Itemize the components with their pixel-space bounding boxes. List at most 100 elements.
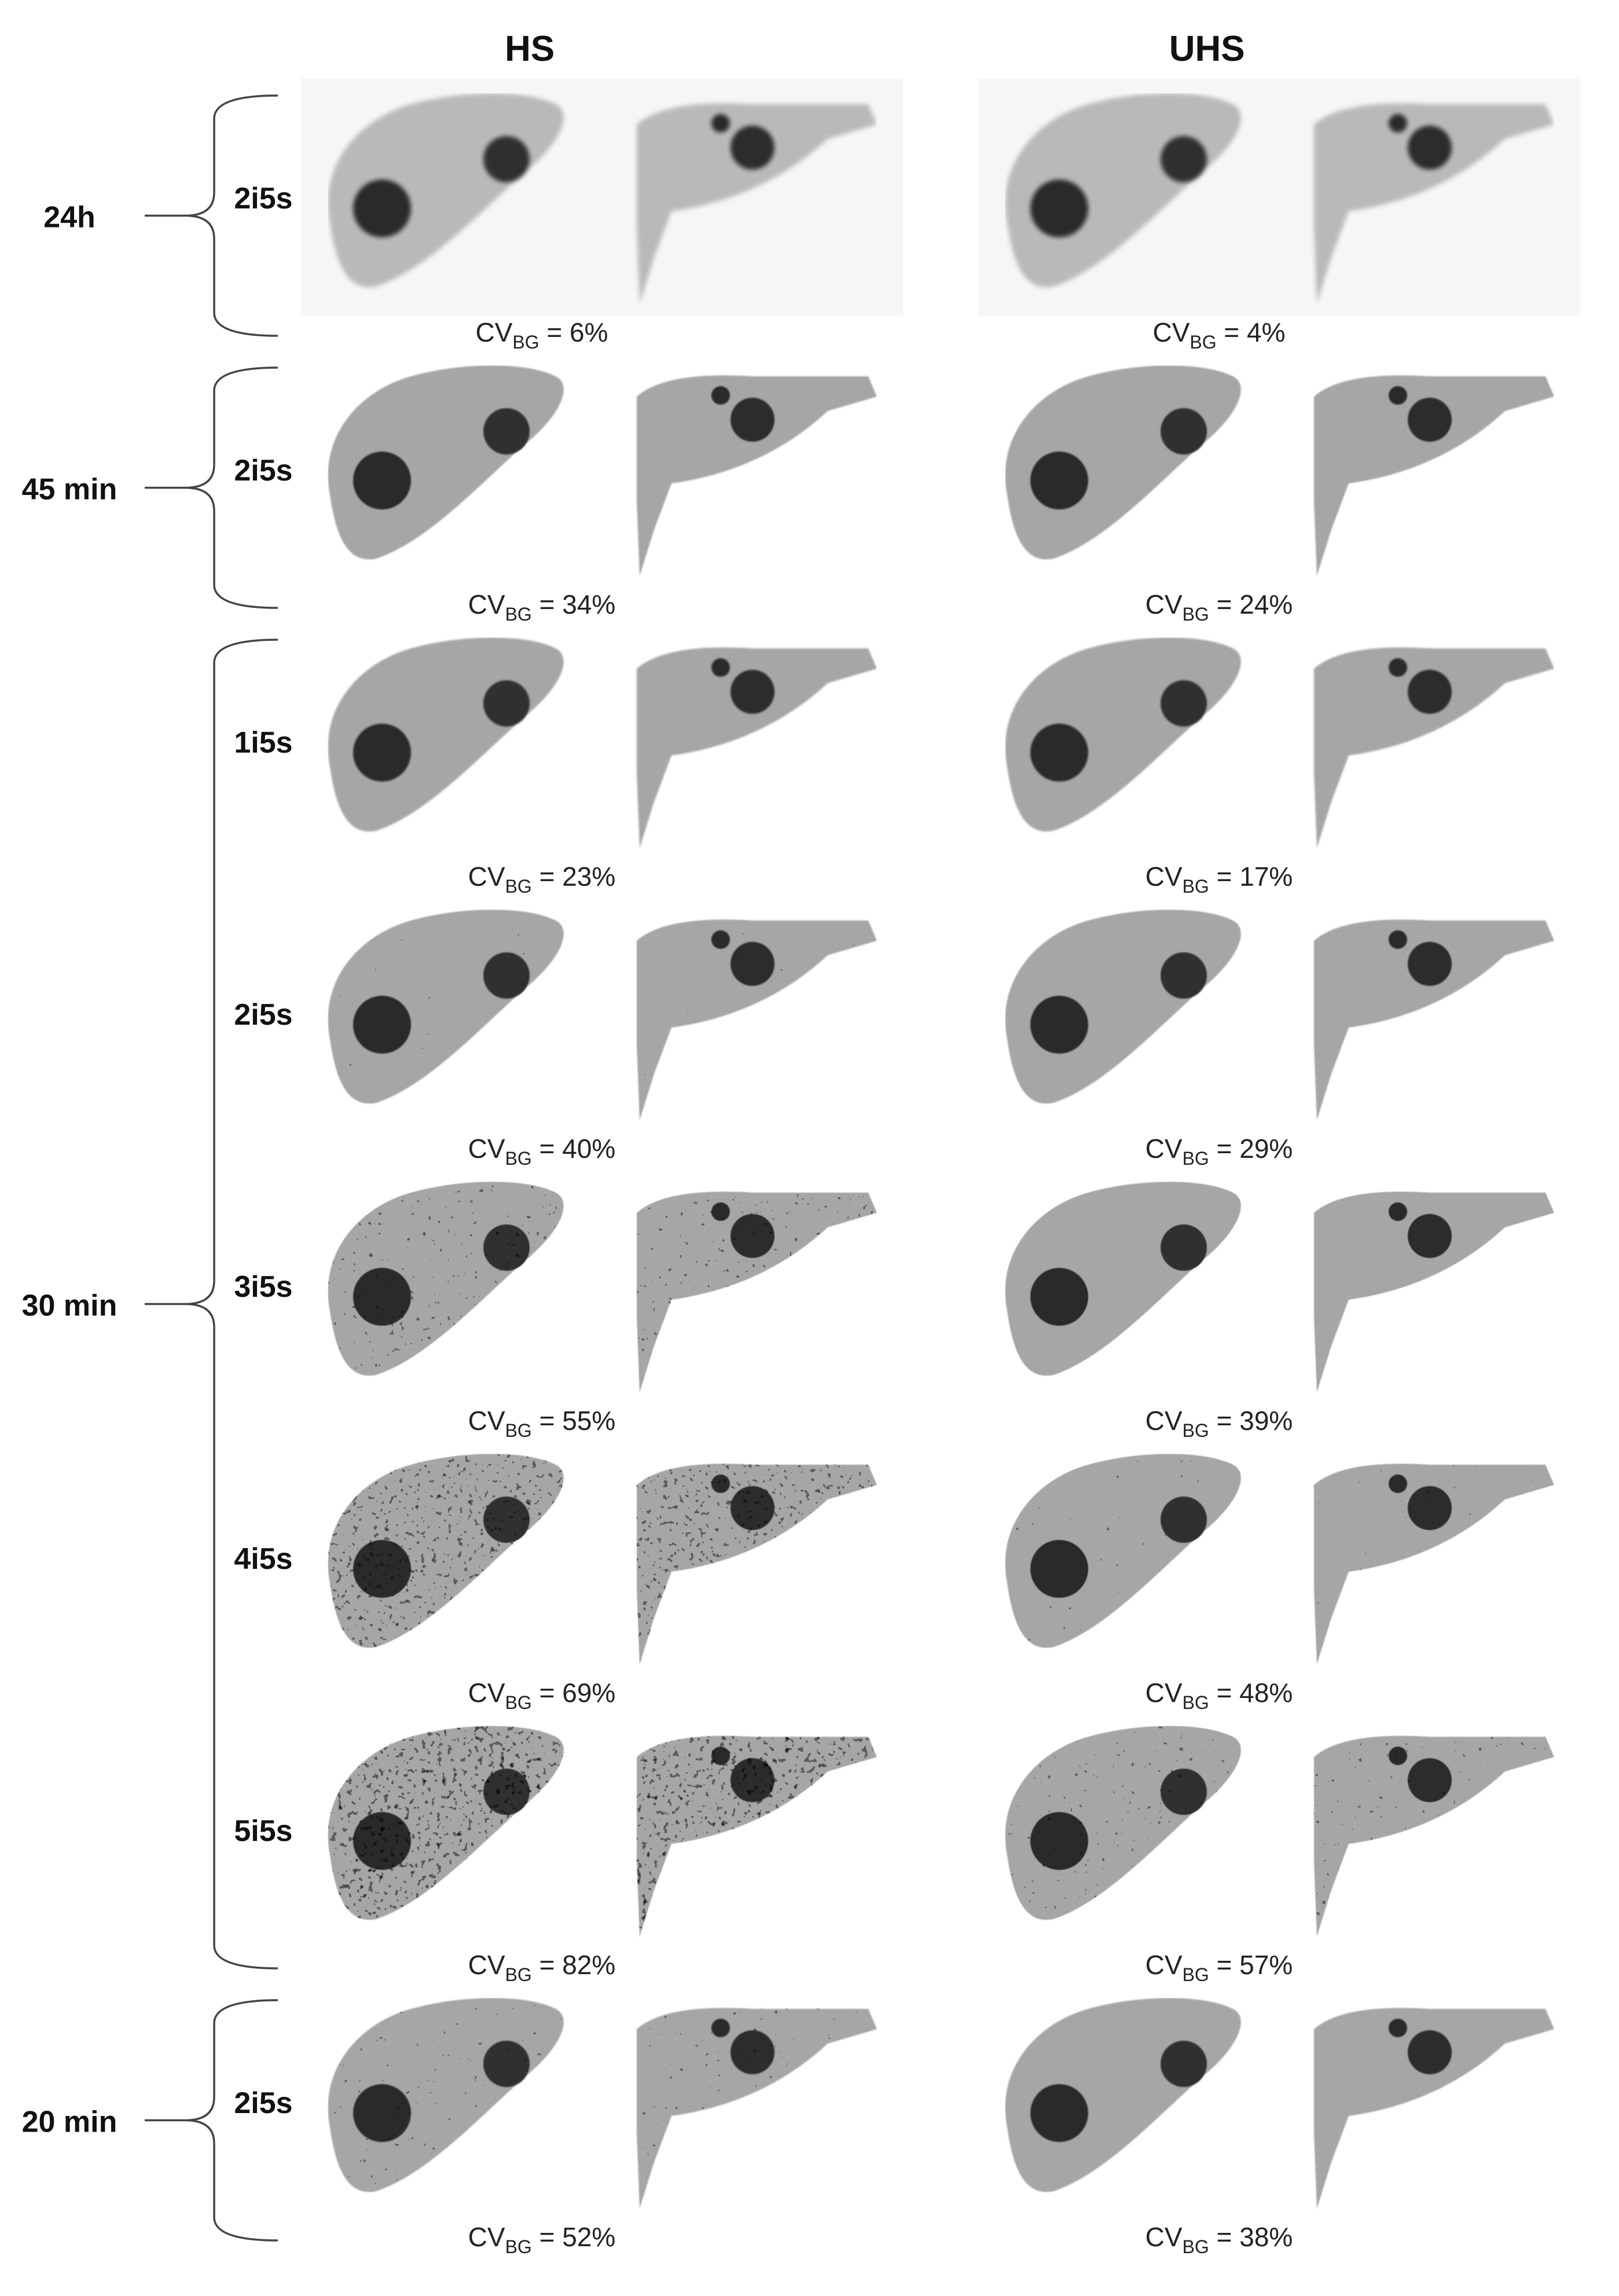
cv-prefix: CV <box>1146 1134 1183 1164</box>
cv-prefix: CV <box>468 1134 505 1164</box>
pet-image-panel <box>978 1167 1580 1404</box>
cv-prefix: CV <box>468 2222 505 2252</box>
pet-image-panel <box>978 1439 1580 1676</box>
cv-caption: CVBG = 24% <box>1146 589 1293 625</box>
pet-image-panel <box>978 1983 1580 2220</box>
cv-subscript: BG <box>505 2236 532 2257</box>
group-brace: 45 min <box>22 366 278 609</box>
cv-caption: CVBG = 55% <box>468 1406 616 1441</box>
cv-value: = 57% <box>1209 1950 1293 1980</box>
cv-value: = 17% <box>1209 861 1293 892</box>
recon-label: 2i5s <box>234 2086 292 2120</box>
pet-image-panel <box>978 622 1580 860</box>
cv-caption: CVBG = 38% <box>1146 2222 1293 2257</box>
column-header-uhs: UHS <box>1169 29 1245 69</box>
group-brace: 20 min <box>22 1999 278 2242</box>
cv-subscript: BG <box>512 332 539 353</box>
cv-value: = 29% <box>1209 1134 1293 1164</box>
cv-prefix: CV <box>468 1678 505 1708</box>
pet-image-panel <box>301 1983 903 2220</box>
cv-subscript: BG <box>1183 1148 1209 1169</box>
cv-caption: CVBG = 23% <box>468 861 616 897</box>
group-label: 30 min <box>22 1289 118 1323</box>
cv-prefix: CV <box>468 1950 505 1980</box>
cv-prefix: CV <box>1146 1406 1183 1436</box>
group-brace: 30 min <box>22 639 278 1969</box>
image-row: 4i5s CVBG = 69% CV BG = 48% <box>234 1439 1580 1713</box>
cv-caption: CVBG = 6% <box>475 317 608 353</box>
cv-caption: CVBG = 39% <box>1146 1406 1293 1441</box>
cv-prefix: CV <box>468 1406 505 1436</box>
cv-prefix: CV <box>1146 1950 1183 1980</box>
cv-subscript: BG <box>505 876 532 897</box>
cv-caption: CVBG = 17% <box>1146 861 1293 897</box>
cv-prefix: CV <box>1146 2222 1183 2252</box>
cv-value: = 55% <box>532 1406 616 1436</box>
cv-value: = 6% <box>539 317 608 347</box>
cv-value: = 23% <box>532 861 616 892</box>
cv-value: = 69% <box>532 1678 616 1708</box>
cv-caption: CVBG = 52% <box>468 2222 616 2257</box>
cv-value: = 4% <box>1217 317 1286 347</box>
cv-prefix: CV <box>468 589 505 619</box>
cv-caption: CVBG = 69% <box>468 1678 616 1713</box>
cv-value: = 34% <box>532 589 616 619</box>
pet-image-panel <box>301 1167 903 1404</box>
pet-image-panel <box>978 1711 1580 1948</box>
recon-label: 2i5s <box>234 454 292 487</box>
cv-value: = 40% <box>532 1134 616 1164</box>
pet-image-panel <box>301 1711 903 1948</box>
cv-value: = 24% <box>1209 589 1293 619</box>
pet-image-panel <box>301 622 903 860</box>
recon-label: 3i5s <box>234 1270 292 1304</box>
pet-image-panel <box>978 350 1580 588</box>
group-label: 45 min <box>22 473 118 507</box>
recon-label: 5i5s <box>234 1814 292 1848</box>
cv-subscript: BG <box>1183 1692 1209 1713</box>
cv-caption: CVBG = 4% <box>1152 317 1285 353</box>
cv-subscript: BG <box>505 604 532 625</box>
cv-prefix: CV <box>475 317 512 347</box>
cv-subscript: BG <box>1183 1964 1209 1985</box>
cv-value: = 82% <box>532 1950 616 1980</box>
pet-image-panel <box>978 894 1580 1132</box>
recon-label: 2i5s <box>234 182 292 215</box>
pet-image-panel <box>301 1439 903 1676</box>
column-header-hs: HS <box>505 29 555 69</box>
pet-image-panel <box>301 894 903 1132</box>
cv-prefix: CV <box>1146 861 1183 892</box>
group-brace: 24h <box>43 94 278 337</box>
cv-subscript: BG <box>505 1964 532 1985</box>
group-label: 20 min <box>22 2106 118 2139</box>
pet-image-panel <box>301 78 903 316</box>
cv-subscript: BG <box>1183 2236 1209 2257</box>
recon-label: 2i5s <box>234 998 292 1032</box>
recon-label: 4i5s <box>234 1542 292 1576</box>
cv-caption: CVBG = 57% <box>1146 1950 1293 1985</box>
cv-caption: CVBG = 40% <box>468 1134 616 1169</box>
cv-value: = 39% <box>1209 1406 1293 1436</box>
cv-subscript: BG <box>1183 876 1209 897</box>
cv-value: = 52% <box>532 2222 616 2252</box>
cv-caption: CVBG = 82% <box>468 1950 616 1985</box>
cv-subscript: BG <box>1183 1420 1209 1441</box>
group-label: 24h <box>43 201 96 234</box>
cv-prefix: CV <box>468 861 505 892</box>
pet-image-panel <box>978 78 1580 316</box>
recon-label: 1i5s <box>234 726 292 760</box>
cv-caption: CVBG = 34% <box>468 589 616 625</box>
cv-caption: CVBG = 29% <box>1146 1134 1293 1169</box>
cv-subscript: BG <box>1183 604 1209 625</box>
cv-prefix: CV <box>1146 589 1183 619</box>
cv-subscript: BG <box>505 1420 532 1441</box>
cv-value: = 48% <box>1209 1678 1293 1708</box>
cv-subscript: BG <box>505 1148 532 1169</box>
